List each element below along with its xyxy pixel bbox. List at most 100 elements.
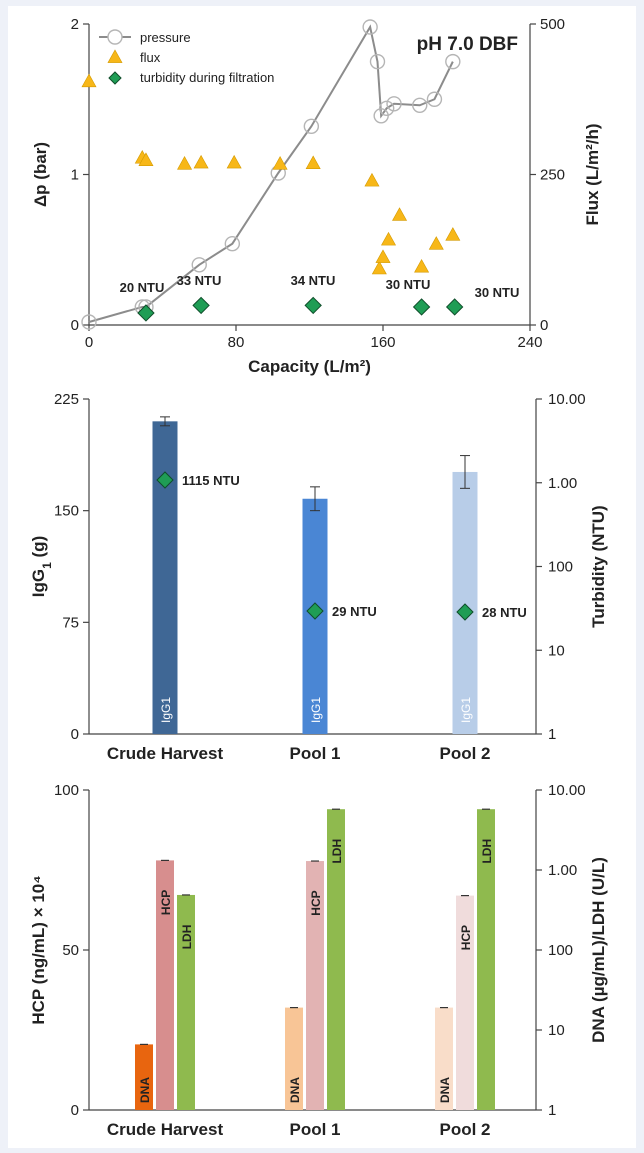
c1-x-tick-label: 0 <box>85 334 93 351</box>
c3-y-left-tick-label: 0 <box>71 1102 79 1119</box>
c1-pressure-point <box>378 100 395 116</box>
c2-category-label: Pool 1 <box>289 744 340 763</box>
c1-x-tick-label: 160 <box>370 334 395 351</box>
c2-y-right-label: 1.00 <box>548 475 577 492</box>
c3-y-right-label: 100 <box>548 942 573 959</box>
c1-pressure-point <box>386 96 402 112</box>
c3-y-right-label: 10.00 <box>548 782 586 799</box>
c3-bar-label: DNA <box>288 1077 302 1103</box>
c3-bar-dna <box>285 1007 303 1110</box>
c2-y-right-label: 100 <box>548 559 573 576</box>
c1-turbidity-point <box>412 298 431 316</box>
c2-y-left-tick-label: 225 <box>54 391 79 408</box>
c2-y-left-tick-label: 0 <box>71 726 79 743</box>
c1-flux-point <box>414 258 430 273</box>
c2-turbidity-label: 28 NTU <box>482 605 527 620</box>
c2-igg1-bar <box>152 421 178 734</box>
c2-bar-label: IgG1 <box>159 697 173 723</box>
c1-flux-point <box>193 154 209 169</box>
c3-y-left-tick-label: 100 <box>54 782 79 799</box>
c2-y-left-label: IgG1 (g) <box>29 536 54 597</box>
c1-pressure-point <box>369 53 386 70</box>
c2-category-label: Pool 2 <box>439 744 490 763</box>
c1-pressure-line <box>88 24 454 323</box>
c3-y-left-label: HCP (ng/mL) × 10⁴ <box>29 875 48 1024</box>
c1-flux-point <box>177 156 193 170</box>
c2-turbidity-label: 29 NTU <box>332 604 377 619</box>
c1-flux-point <box>272 156 288 170</box>
c3-y-right-label: DNA (µg/mL)/LDH (U/L) <box>589 857 608 1043</box>
c1-y-left-tick-label: 0 <box>71 317 79 334</box>
c1-y-left-tick-label: 1 <box>71 167 79 184</box>
c3-bar-label: DNA <box>138 1077 152 1103</box>
c1-ntu-annotation: 34 NTU <box>291 273 336 288</box>
c3-bar-label: HCP <box>459 925 473 950</box>
c1-flux-point <box>445 227 461 241</box>
c2-bar-label: IgG1 <box>309 697 323 723</box>
c1-y-right-tick-label: 500 <box>540 16 565 33</box>
c3-bar-label: HCP <box>309 890 323 915</box>
c3-bar-ldh <box>477 809 495 1110</box>
c1-flux-point <box>375 249 391 263</box>
c1-flux-point <box>364 172 380 187</box>
c1-legend-turbidity-label: turbidity during filtration <box>140 70 274 85</box>
c2-turbidity-point <box>456 603 474 621</box>
c2-turbidity-label: 1115 NTU <box>182 473 240 488</box>
c2-igg1-bar <box>452 471 478 734</box>
c1-turbidity-point <box>192 296 210 315</box>
c1-legend-pressure-label: pressure <box>140 30 191 45</box>
c1-pressure-point <box>81 314 97 330</box>
c1-turbidity-point <box>304 296 322 315</box>
c1-ntu-annotation: 20 NTU <box>120 280 165 295</box>
c1-legend-turbidity-marker <box>108 71 122 85</box>
c2-y-right-label: Turbidity (NTU) <box>589 505 608 627</box>
c2-y-right-label: 10.00 <box>548 391 586 408</box>
c2-category-label: Crude Harvest <box>107 744 224 763</box>
c2-y-right-label: 10 <box>548 642 565 659</box>
c3-bar-dna <box>135 1044 153 1110</box>
c3-y-right-label: 1.00 <box>548 862 577 879</box>
c2-y-left-tick-label: 150 <box>54 503 79 520</box>
c1-flux-point <box>226 154 242 169</box>
c1-y-left-tick-label: 2 <box>71 16 79 33</box>
c1-y-left-label: Δp (bar) <box>31 142 50 207</box>
c1-ntu-annotation: 30 NTU <box>475 285 520 300</box>
c3-y-left-tick-label: 50 <box>62 942 79 959</box>
c3-bar-dna <box>435 1007 453 1110</box>
c3-bar-ldh <box>327 809 345 1110</box>
c3-bar-ldh <box>177 894 195 1110</box>
c1-legend-flux-label: flux <box>140 50 161 65</box>
c1-ntu-annotation: 30 NTU <box>386 277 431 292</box>
c1-pressure-point <box>445 53 461 70</box>
c1-y-right-tick-label: 0 <box>540 317 548 334</box>
c1-y-right-label: Flux (L/m²/h) <box>583 124 602 226</box>
c2-bar-label: IgG1 <box>459 697 473 723</box>
c1-pressure-point <box>412 97 428 113</box>
c1-ntu-annotation: 33 NTU <box>177 273 222 288</box>
c1-flux-point <box>428 236 444 250</box>
c3-bar-label: LDH <box>480 839 494 864</box>
c1-flux-point <box>81 73 97 88</box>
c1-pressure-point <box>426 91 443 107</box>
c2-y-left-tick-label: 75 <box>62 614 79 631</box>
c2-turbidity-point <box>156 471 174 489</box>
c3-bar-label: LDH <box>330 839 344 864</box>
c3-bar-hcp <box>456 895 474 1110</box>
c1-title: pH 7.0 DBF <box>417 34 518 55</box>
c1-pressure-point <box>224 236 241 252</box>
c1-turbidity-point <box>137 304 155 322</box>
c2-turbidity-point <box>306 602 324 620</box>
c3-bar-label: DNA <box>438 1077 452 1103</box>
c1-turbidity-point <box>445 298 464 316</box>
c1-flux-point <box>371 260 387 275</box>
c1-pressure-point <box>303 118 320 135</box>
c1-y-right-tick-label: 250 <box>540 167 565 184</box>
c1-flux-point <box>392 207 408 221</box>
c1-legend-flux-marker <box>107 49 123 63</box>
c3-bar-hcp <box>306 861 324 1110</box>
c3-bar-label: LDH <box>180 925 194 950</box>
c1-flux-point <box>305 155 321 169</box>
c1-flux-point <box>138 152 154 166</box>
c2-y-right-label: 1 <box>548 726 556 743</box>
